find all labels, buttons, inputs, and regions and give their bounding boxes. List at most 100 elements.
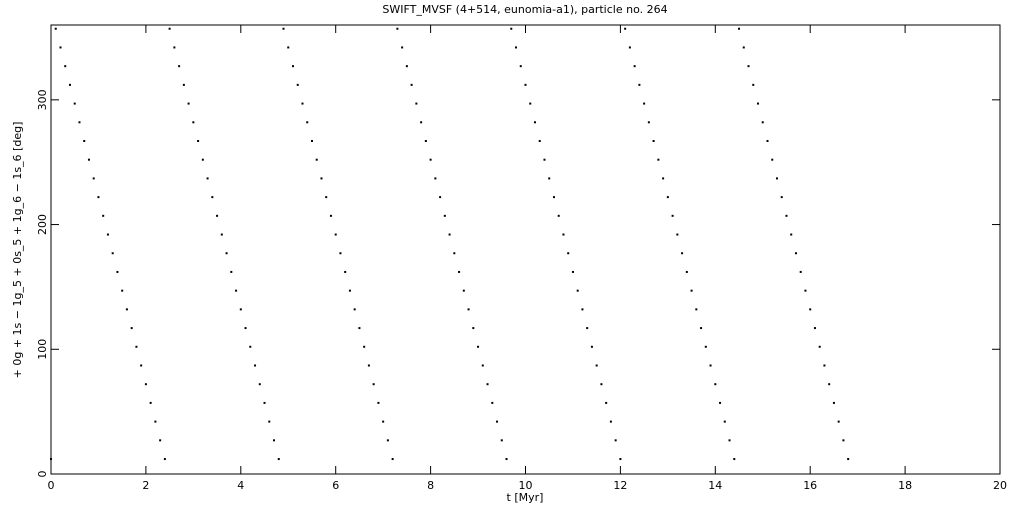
point — [206, 177, 209, 180]
point — [116, 270, 119, 273]
point — [538, 139, 541, 142]
point — [111, 252, 114, 255]
point — [363, 345, 366, 348]
point — [719, 401, 722, 404]
point — [600, 383, 603, 386]
point — [348, 289, 351, 292]
y-tick-label: 300 — [36, 89, 49, 110]
point — [477, 345, 480, 348]
point — [723, 420, 726, 423]
x-tick-label: 8 — [427, 479, 434, 492]
point — [832, 401, 835, 404]
point — [809, 308, 812, 311]
point — [154, 420, 157, 423]
y-tick-label: 200 — [36, 214, 49, 235]
point — [571, 270, 574, 273]
point — [690, 289, 693, 292]
point — [738, 27, 741, 30]
point — [837, 420, 840, 423]
point — [671, 214, 674, 217]
point — [847, 458, 850, 461]
point — [163, 458, 166, 461]
point — [818, 345, 821, 348]
point — [50, 458, 52, 461]
point — [121, 289, 124, 292]
point — [595, 364, 598, 367]
point — [372, 383, 375, 386]
x-tick-label: 2 — [142, 479, 149, 492]
point — [790, 233, 793, 236]
point — [453, 252, 456, 255]
point — [486, 383, 489, 386]
point — [59, 46, 62, 49]
point — [666, 196, 669, 199]
point — [235, 289, 238, 292]
point — [775, 177, 778, 180]
point — [97, 196, 100, 199]
point — [211, 196, 214, 199]
point — [448, 233, 451, 236]
point — [201, 158, 204, 161]
point — [306, 121, 309, 124]
point — [842, 439, 845, 442]
point — [263, 401, 266, 404]
point — [254, 364, 257, 367]
point — [391, 458, 394, 461]
point — [628, 46, 631, 49]
point — [647, 121, 650, 124]
point — [310, 139, 313, 142]
point — [244, 327, 247, 330]
point — [87, 158, 90, 161]
point — [742, 46, 745, 49]
point — [799, 270, 802, 273]
point — [135, 345, 138, 348]
point — [140, 364, 143, 367]
point — [106, 233, 109, 236]
point — [249, 345, 252, 348]
point — [552, 196, 555, 199]
point — [771, 158, 774, 161]
point — [524, 83, 527, 86]
point — [586, 327, 589, 330]
point — [614, 439, 617, 442]
point — [54, 27, 57, 30]
point — [102, 214, 105, 217]
point — [676, 233, 679, 236]
x-tick-label: 4 — [237, 479, 244, 492]
point — [92, 177, 95, 180]
point — [420, 121, 423, 124]
point — [320, 177, 323, 180]
point — [443, 214, 446, 217]
chart-title: SWIFT_MVSF (4+514, eunomia-a1), particle… — [382, 3, 667, 16]
point — [533, 121, 536, 124]
point — [700, 327, 703, 330]
point — [168, 27, 171, 30]
point — [794, 252, 797, 255]
y-axis-label: + 0g + 1s − 1g_5 + 0s_5 + 1g_6 − 1s_6 [d… — [11, 122, 24, 379]
x-tick-label: 20 — [993, 479, 1007, 492]
point — [344, 270, 347, 273]
point — [329, 214, 332, 217]
point — [813, 327, 816, 330]
point — [282, 27, 285, 30]
point — [415, 102, 418, 105]
point — [216, 214, 219, 217]
point — [287, 46, 290, 49]
point — [567, 252, 570, 255]
point — [301, 102, 304, 105]
point — [733, 458, 736, 461]
point — [695, 308, 698, 311]
point — [429, 158, 432, 161]
plot-frame — [50, 24, 1001, 475]
point — [491, 401, 494, 404]
point — [505, 458, 508, 461]
point — [149, 401, 152, 404]
point — [590, 345, 593, 348]
point — [125, 308, 128, 311]
point — [681, 252, 684, 255]
point — [462, 289, 465, 292]
point — [780, 196, 783, 199]
point — [624, 27, 627, 30]
point — [334, 233, 337, 236]
point — [643, 102, 646, 105]
